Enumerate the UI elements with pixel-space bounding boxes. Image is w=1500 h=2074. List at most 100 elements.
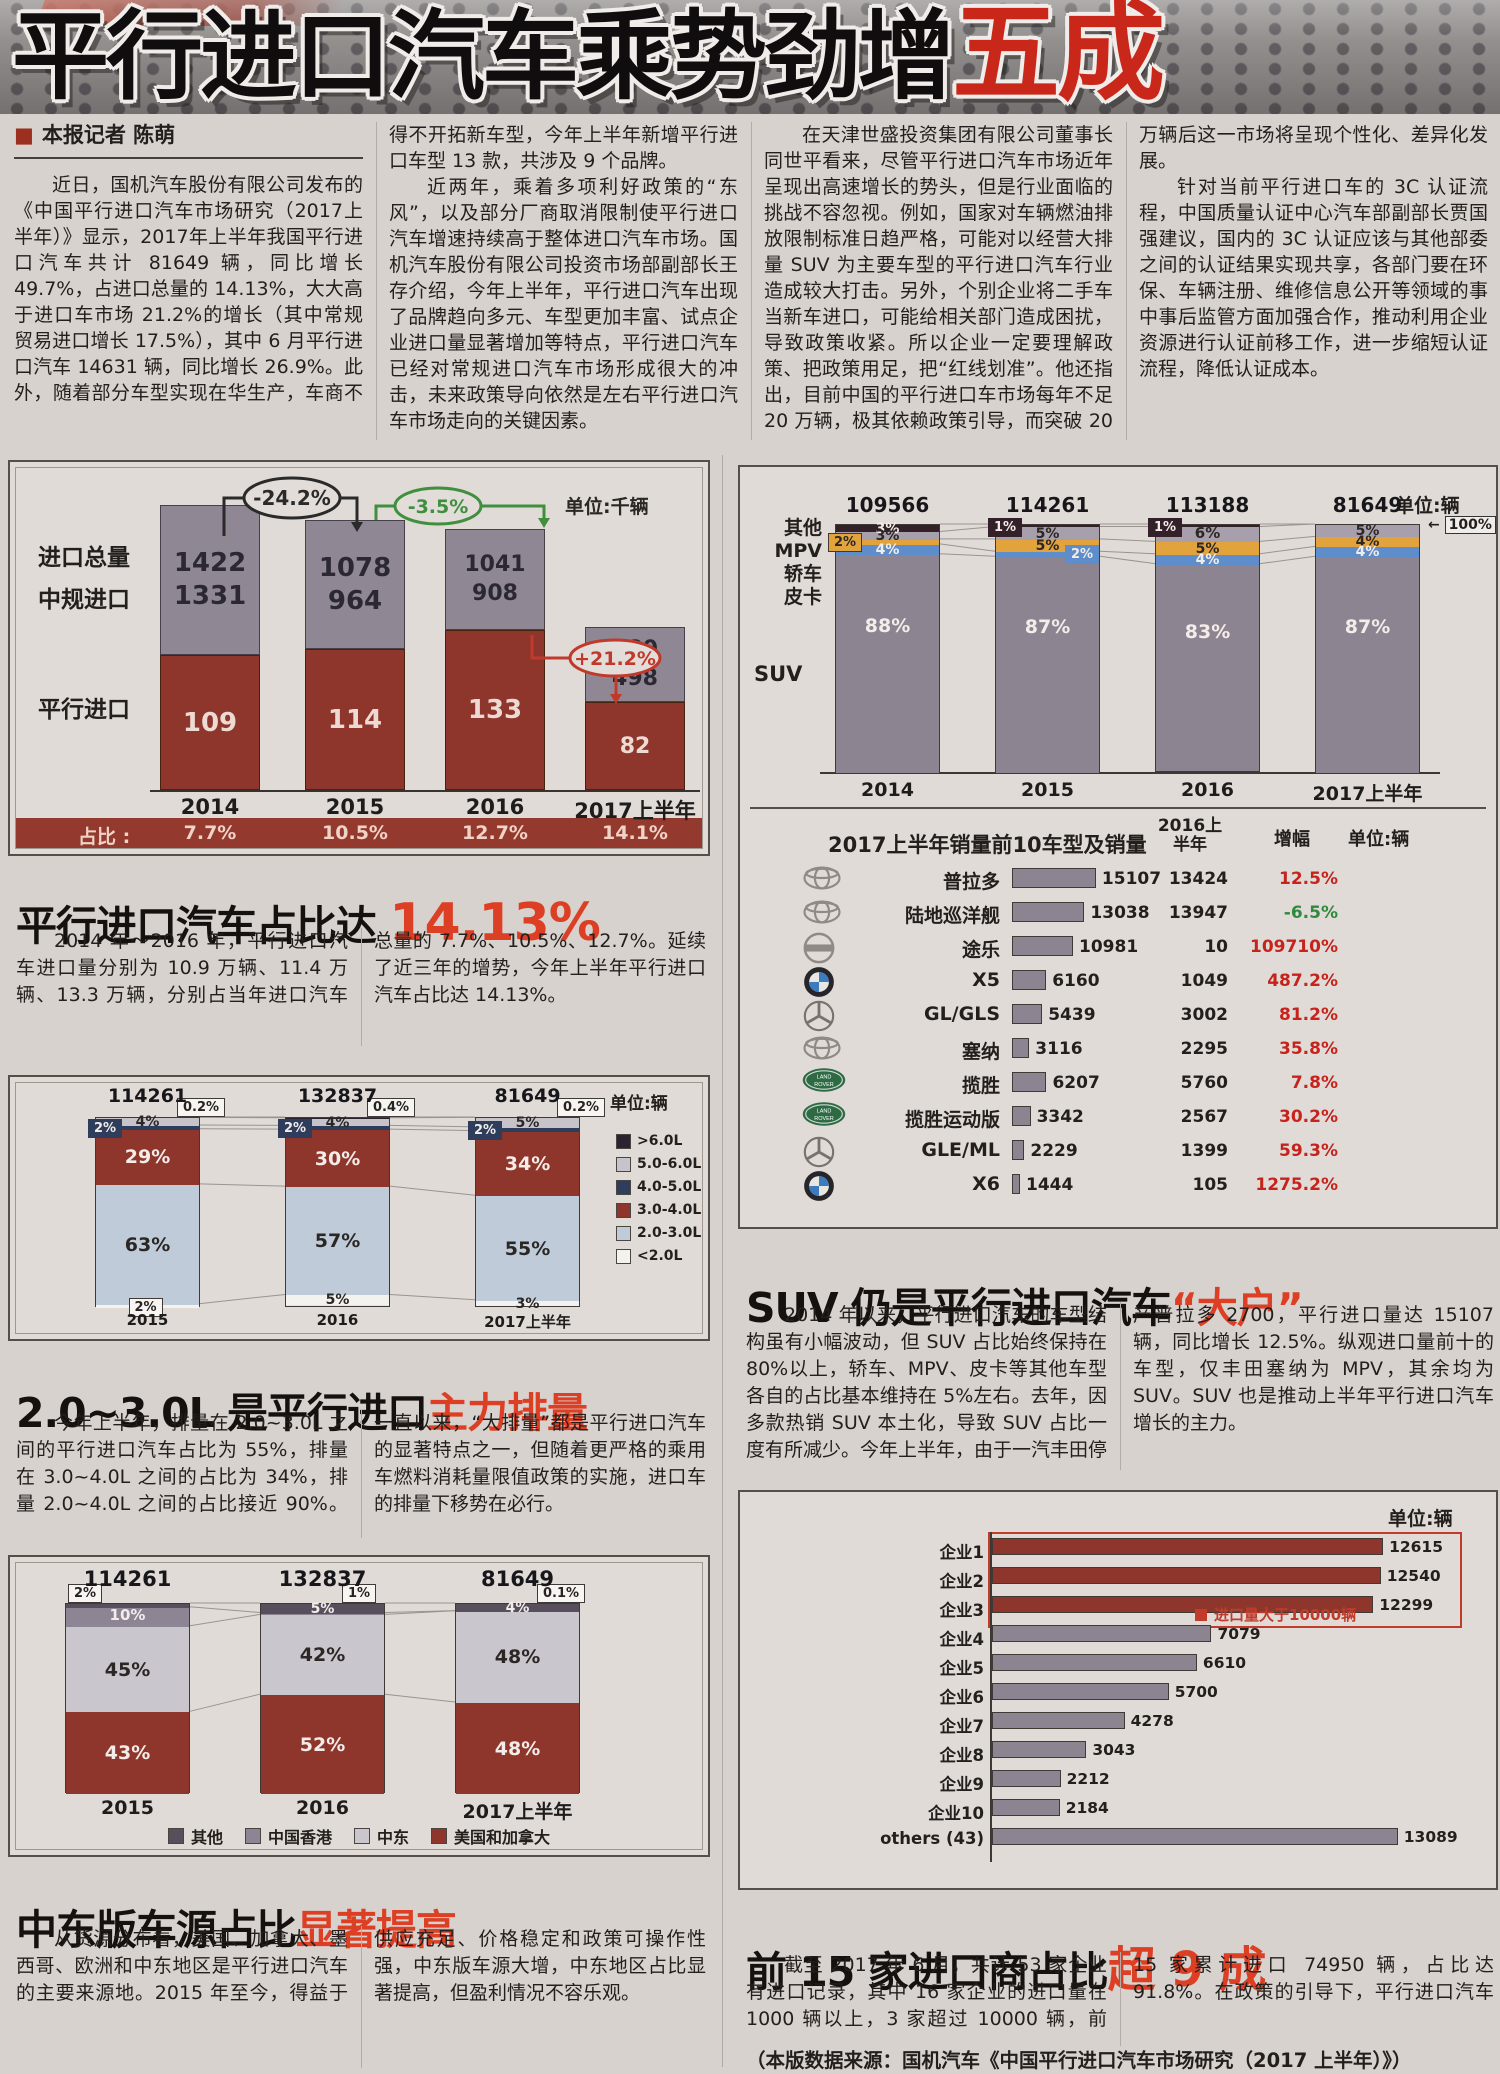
segment-value: 4% <box>1355 534 1380 551</box>
bar-value: 114 <box>327 704 383 735</box>
mercedes-icon <box>802 1135 848 1168</box>
model-name: X6 <box>972 1173 1000 1195</box>
segment-value: 48% <box>494 1737 541 1760</box>
bmw-icon <box>802 1169 848 1201</box>
model-name: 陆地巡洋舰 <box>904 905 1000 927</box>
bar-segment <box>996 552 1099 558</box>
total-value: 81649 <box>1332 493 1403 517</box>
total-value: 109566 <box>845 493 930 517</box>
legend-swatch <box>167 1828 184 1844</box>
model-sales-bar <box>1012 1038 1030 1058</box>
share-value: 7.7% <box>183 822 237 844</box>
bar-segment <box>836 525 939 533</box>
bar-value: 964 <box>327 585 383 616</box>
heading-accent: 14.13% <box>389 893 601 954</box>
segment-value: 29% <box>124 1146 171 1169</box>
total-value: 113188 <box>1165 493 1250 517</box>
svg-text:-24.2%: -24.2% <box>253 486 331 510</box>
importer-bar <box>992 1770 1061 1787</box>
legend-item: >6.0L <box>616 1133 706 1149</box>
svg-text:LAND: LAND <box>817 1075 832 1081</box>
stacked-bar: 1% 5% 5% 2% 87% <box>988 518 1100 773</box>
article-paragraph: 针对当前平行进口车的 3C 认证流程，中国质量认证中心汽车部副部长贾国强建议，国… <box>1139 176 1488 380</box>
year-label: 2016 <box>1181 779 1234 801</box>
bar-segment <box>286 1187 389 1296</box>
importer-label: 企业7 <box>939 1717 984 1736</box>
model-sales-value: 13038 <box>1090 903 1150 923</box>
segment-value: 5% <box>325 1292 350 1309</box>
bar-segment <box>456 1702 579 1795</box>
importer-value: 4278 <box>1130 1712 1174 1730</box>
bar-segment <box>261 1615 384 1696</box>
heading-text: 前 15 家进口商占比 <box>746 1948 1109 1997</box>
section-heading-mideast: 中东版车源占比显著提高 <box>16 1896 457 1956</box>
bar-segment <box>261 1604 384 1614</box>
bar-value: 908 <box>472 580 518 606</box>
stacked-bar: 0.2% 4% 2% 29% 63% 2% <box>88 1098 226 1317</box>
series-label: 中规进口 <box>38 587 130 613</box>
share-strip-label: 占比 : <box>78 826 131 848</box>
importer-bar <box>992 1712 1125 1729</box>
segment-value: 4% <box>875 541 900 558</box>
importer-label: 企业8 <box>939 1746 984 1765</box>
bar-segment <box>476 1127 579 1132</box>
segment-value: 48% <box>494 1646 541 1669</box>
model-sales-bar <box>1012 1004 1043 1024</box>
segment-value: 30% <box>314 1147 361 1170</box>
parallel-import-bar: 114 <box>305 649 405 790</box>
y-axis <box>990 1532 992 1862</box>
year-label: 2017上半年 <box>484 1313 571 1331</box>
stacked-bar: 5% 1% 42% 52% <box>260 1584 385 1794</box>
share-strip: 占比 : 7.7% 10.5% 12.7% 14.1% <box>16 818 702 848</box>
masthead-photo <box>0 0 1500 114</box>
segment-value-chip: 0.4% <box>367 1098 416 1117</box>
segment-value: 3% <box>875 520 900 537</box>
segment-value: 4% <box>505 1599 530 1616</box>
year-label: 2014 <box>180 795 240 819</box>
segment-value-chip: 0.2% <box>177 1098 226 1117</box>
chart-sources: 114261 2% 10% 45% 43% 2015 132837 5% 1% 42% 52% 201… <box>8 1555 710 1857</box>
bar-segment <box>476 1118 579 1128</box>
bar-value: 109 <box>182 707 238 738</box>
model-growth-value: 12.5% <box>1279 869 1338 889</box>
segment-value: 34% <box>504 1152 551 1175</box>
importer-value: 2212 <box>1066 1770 1110 1788</box>
segment-value: 3% <box>515 1295 540 1312</box>
bar-segment <box>1156 564 1259 771</box>
model-sales-bar <box>1012 1174 1021 1194</box>
model-sales-value: 10981 <box>1079 937 1139 957</box>
stacked-bar: 2% 10% 45% 43% <box>65 1584 190 1794</box>
section-text-share: 2014 年～2016 年，平行进口汽车进口量分别为 10.9 万辆、11.4 … <box>16 928 706 1046</box>
legend-item: <2.0L <box>616 1248 706 1264</box>
model-name: 普拉多 <box>942 871 1000 893</box>
segment-value: 6% <box>1194 523 1221 542</box>
importer-label: 企业9 <box>939 1775 984 1794</box>
model-prev-value: 13424 <box>1168 869 1228 889</box>
bar-segment <box>1156 554 1259 565</box>
legend-label: 2.0-3.0L <box>637 1225 702 1241</box>
legend-item: 中东 <box>354 1824 409 1848</box>
series-label: 平行进口 <box>38 697 130 723</box>
legend-label: 中东 <box>377 1828 410 1847</box>
legend-item: 5.0-6.0L <box>616 1156 706 1172</box>
heading-text: 2.0~3.0L 是平行进口 <box>16 1389 428 1438</box>
article-paragraph: 近日，国机汽车股份有限公司发布的《中国平行进口汽车市场研究（2017上半年）》显… <box>14 124 738 404</box>
bar-segment <box>996 525 1099 528</box>
importer-label: 企业10 <box>928 1804 984 1823</box>
model-row: 普拉多 15107 13424 12.5% <box>740 865 1496 895</box>
segment-value: 5% <box>1195 540 1220 557</box>
chart-import-volume: 单位:千辆 进口总量 中规进口 平行进口 1422 1331 109 2014 1078 964 1… <box>8 460 710 856</box>
stacked-bar: 5% 4% 4% 87% <box>1315 523 1420 773</box>
top3-highlight-frame <box>988 1532 1462 1628</box>
chart-vehicle-types-and-top-models: 单位:辆 109566 3% 3% 2% 4% 88% 2014 114261 1% 5% 5% 2% 8… <box>738 465 1498 1229</box>
bar-segment <box>476 1300 579 1307</box>
model-name: GLE/ML <box>921 1139 1000 1161</box>
bar-value: 1422 <box>173 548 247 579</box>
legend-swatch <box>616 1179 631 1195</box>
heading-accent: 主力排量 <box>427 1389 588 1438</box>
year-label: 2016 <box>465 795 525 819</box>
svg-text:ROVER: ROVER <box>814 1082 834 1088</box>
legend-item: 3.0-4.0L <box>616 1202 706 1218</box>
segment-value: 42% <box>299 1644 346 1667</box>
year-label: 2015 <box>101 1797 154 1819</box>
